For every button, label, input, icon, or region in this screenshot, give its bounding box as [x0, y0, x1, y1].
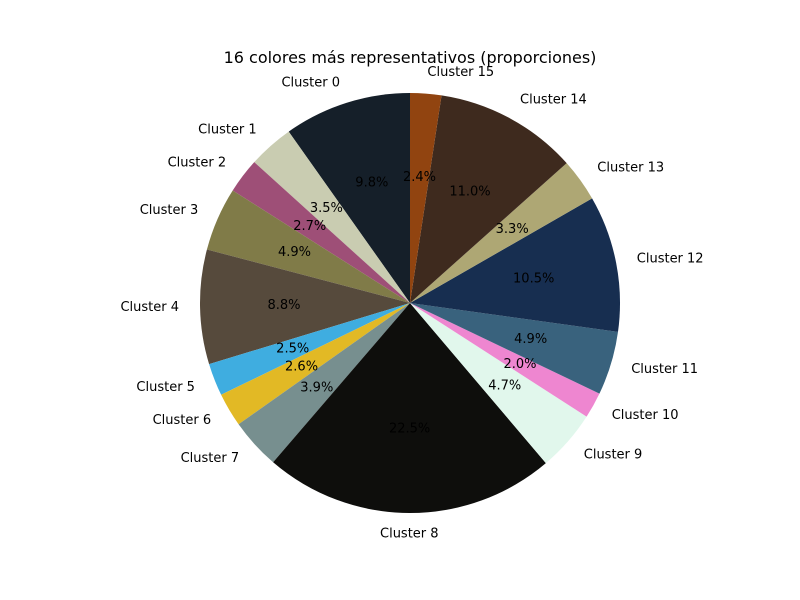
slice-label-14: Cluster 14 [520, 92, 587, 107]
percent-label-13: 3.3% [496, 222, 529, 237]
slice-label-9: Cluster 9 [584, 448, 643, 463]
pie-slice-5 [209, 303, 410, 395]
slice-label-15: Cluster 15 [427, 65, 494, 80]
percent-label-11: 4.9% [514, 332, 547, 347]
slice-label-4: Cluster 4 [120, 300, 179, 315]
slice-label-10: Cluster 10 [612, 408, 679, 423]
percent-label-10: 2.0% [504, 357, 537, 372]
pie-slice-7 [238, 303, 410, 463]
pie-slices [200, 93, 621, 514]
percent-label-7: 3.9% [300, 380, 333, 395]
slice-label-8: Cluster 8 [380, 526, 439, 541]
pie-slice-15 [410, 93, 442, 303]
slice-label-13: Cluster 13 [597, 160, 664, 175]
percent-label-2: 2.7% [293, 219, 326, 234]
percent-label-5: 2.5% [276, 342, 309, 357]
slice-label-11: Cluster 11 [631, 362, 698, 377]
percent-labels: 9.8% 3.5% 2.7% 4.9% 8.8% 2.5% 2.6% 3.9% 22.5% 4.7… [268, 170, 555, 437]
slice-label-6: Cluster 6 [153, 413, 212, 428]
pie-slice-14 [410, 95, 567, 303]
slice-label-1: Cluster 1 [198, 123, 257, 138]
percent-label-8: 22.5% [389, 421, 430, 436]
percent-label-3: 4.9% [278, 245, 311, 260]
pie-slice-8 [273, 303, 546, 514]
pie-slice-12 [410, 198, 621, 332]
pie-slice-11 [410, 303, 618, 394]
pie-slice-6 [221, 303, 410, 425]
slice-label-3: Cluster 3 [140, 203, 199, 218]
pie-slice-0 [288, 93, 410, 303]
percent-label-9: 4.7% [488, 379, 521, 394]
percent-label-6: 2.6% [285, 360, 318, 375]
slice-label-7: Cluster 7 [181, 451, 240, 466]
pie-slice-2 [232, 162, 410, 303]
percent-label-15: 2.4% [403, 170, 436, 185]
slice-label-12: Cluster 12 [637, 252, 704, 267]
percent-label-4: 8.8% [268, 298, 301, 313]
pie-slice-1 [254, 131, 410, 303]
chart-title: 16 colores más representativos (proporci… [224, 48, 597, 67]
pie-slice-10 [410, 303, 600, 417]
slice-labels: Cluster 0 Cluster 1 Cluster 2 Cluster 3 Clus… [120, 65, 703, 541]
percent-label-12: 10.5% [513, 272, 554, 287]
slice-label-5: Cluster 5 [136, 380, 195, 395]
pie-slice-3 [206, 190, 410, 303]
slice-label-0: Cluster 0 [281, 75, 340, 90]
pie-slice-13 [410, 163, 593, 303]
percent-label-1: 3.5% [310, 201, 343, 216]
percent-label-0: 9.8% [355, 175, 388, 190]
pie-slice-9 [410, 303, 587, 464]
slice-label-2: Cluster 2 [168, 156, 227, 171]
percent-label-14: 11.0% [449, 185, 490, 200]
pie-slice-4 [200, 249, 410, 365]
